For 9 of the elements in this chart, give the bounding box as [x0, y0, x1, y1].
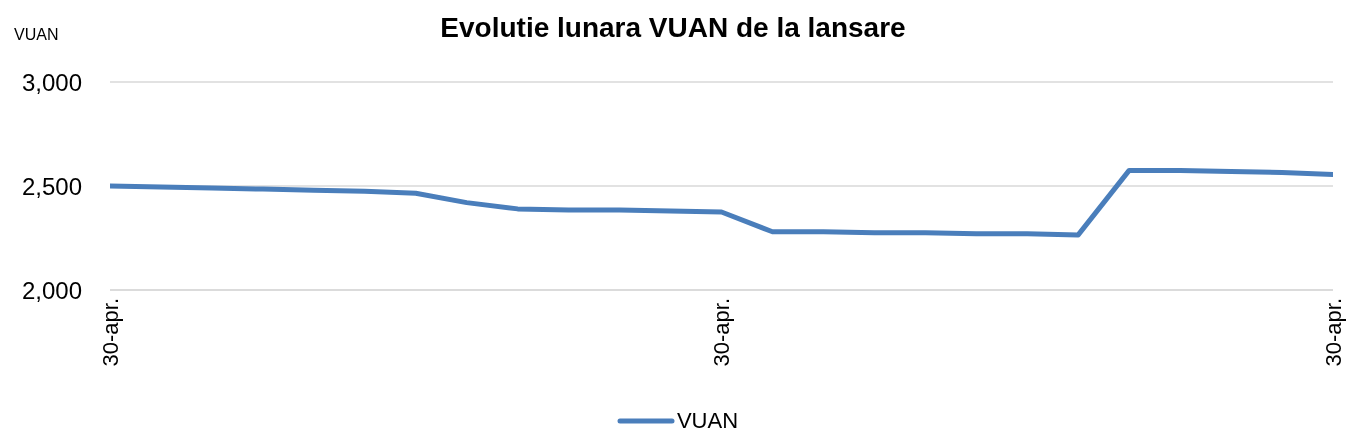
x-tick-label: 30-apr. — [97, 298, 123, 367]
y-tick-label: 2,500 — [21, 172, 82, 200]
y-tick-label: 2,000 — [21, 276, 82, 304]
legend-label: VUAN — [676, 408, 739, 434]
y-tick-label: 3,000 — [21, 68, 82, 96]
x-tick-label: 30-apr. — [1320, 298, 1346, 367]
y-axis-title: VUAN — [14, 26, 59, 44]
x-tick-label: 30-apr. — [709, 298, 735, 367]
chart-title: Evolutie lunara VUAN de la lansare — [440, 12, 906, 43]
